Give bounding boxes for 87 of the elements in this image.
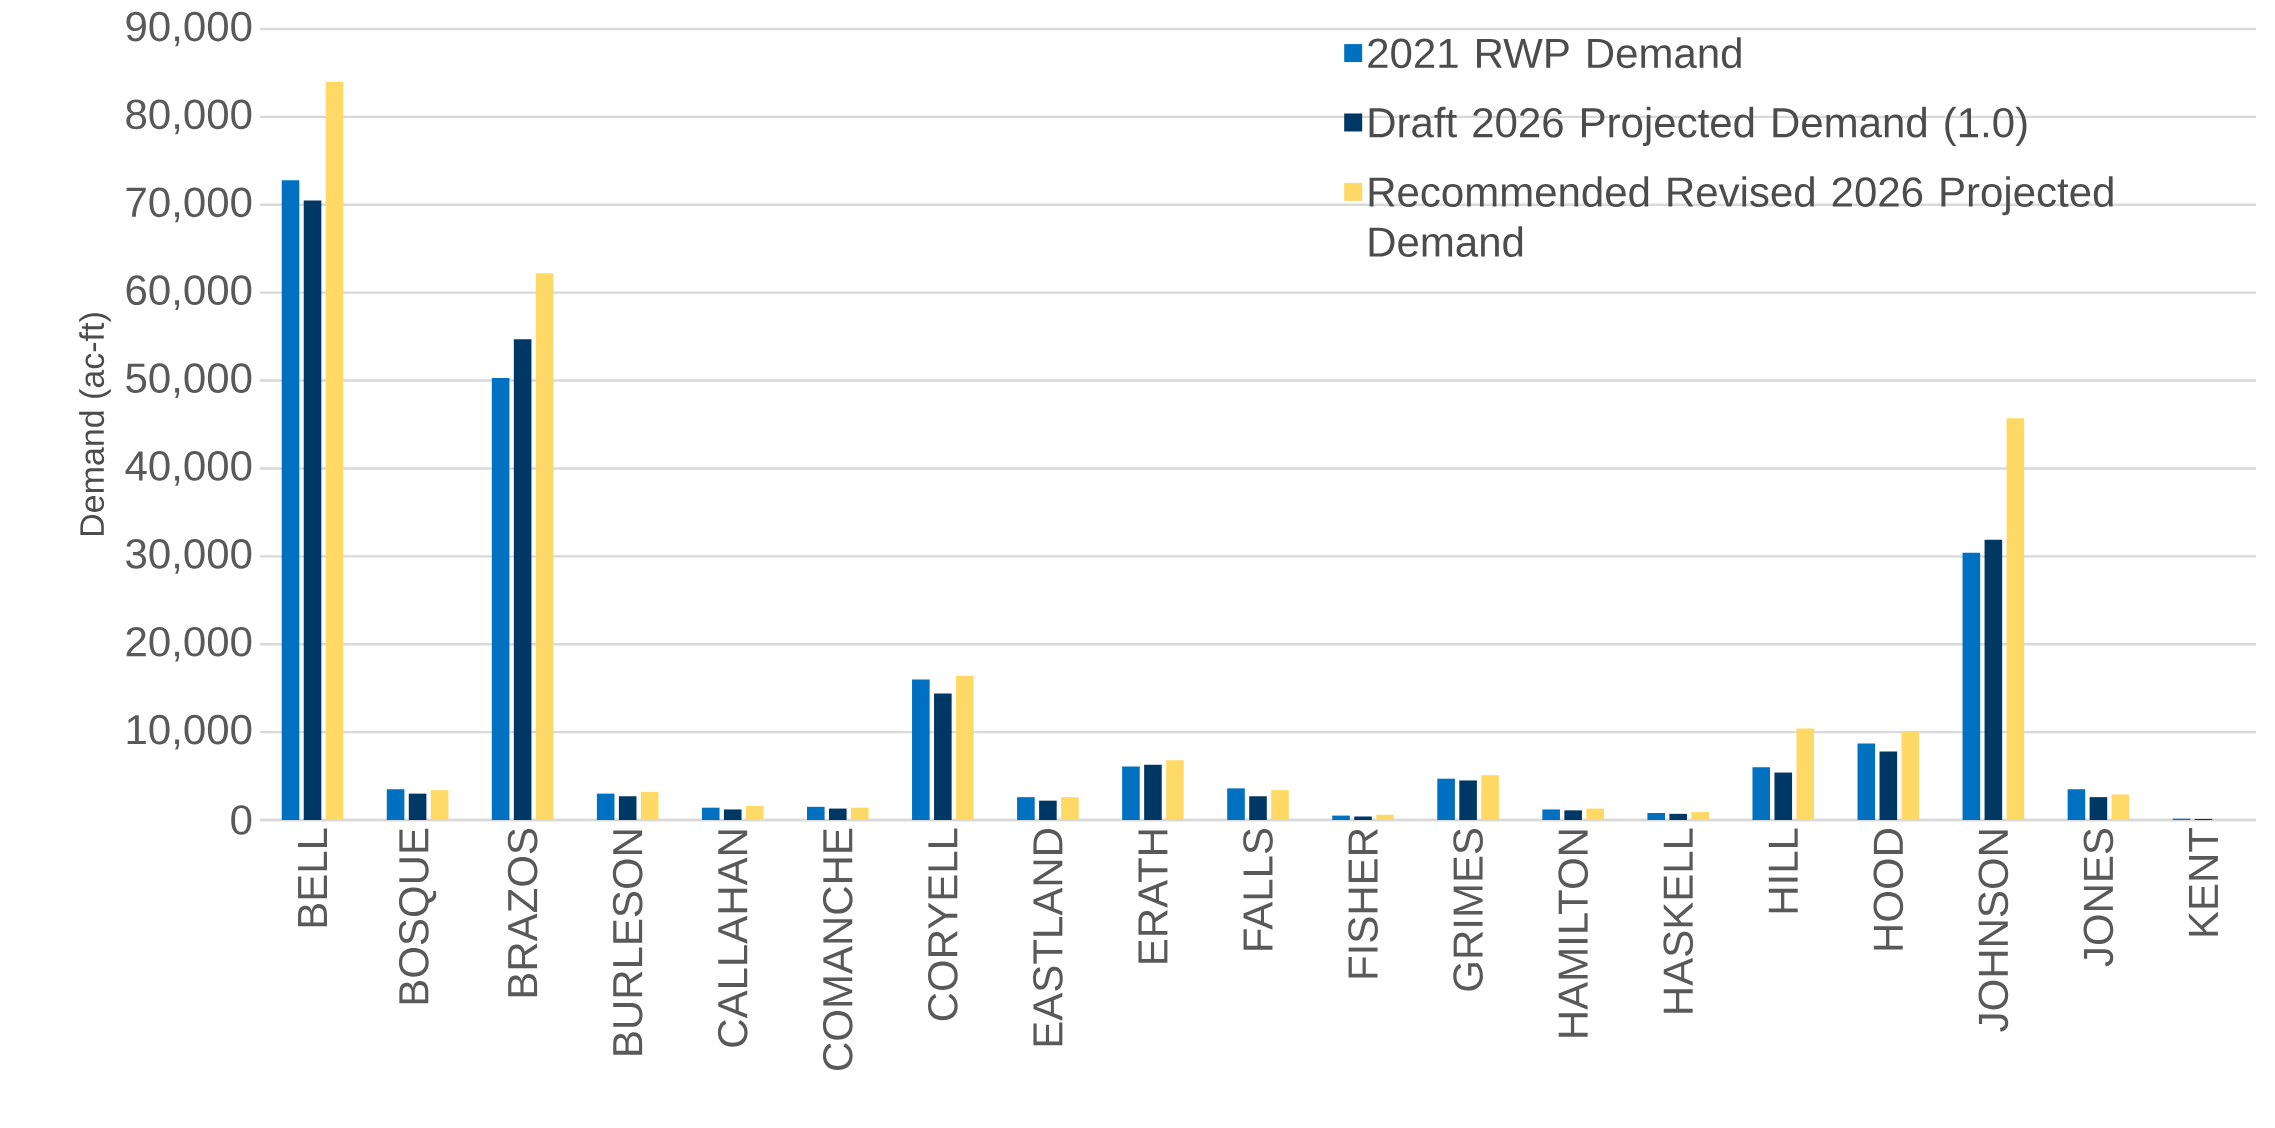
x-tick-label: JOHNSON [1978,830,2009,1032]
legend-label: Recommended Revised 2026 Projected Demand [1369,176,2113,257]
bar [1039,800,1057,820]
y-tick-label: 60,000 [126,275,252,311]
x-tick-label: KENT [2189,828,2218,936]
bar [1542,809,1560,820]
bar [535,273,554,820]
bar [956,675,974,820]
x-tick-label: HILL [1768,828,1798,913]
bar [745,805,764,820]
bar [1901,732,1920,820]
bar [1879,751,1898,820]
x-tick-label: CALLAHAN [717,830,748,1047]
bar [2089,797,2108,820]
bar [1586,808,1604,820]
x-tick-label: FISHER [1348,828,1378,978]
bar [2006,418,2025,820]
bar [701,807,720,820]
bar [1144,764,1162,820]
bar [934,693,952,820]
x-tick-label: CORYELL [927,828,958,1021]
bar [2111,794,2130,820]
bar [806,806,825,820]
x-tick-label: BRAZOS [507,828,538,997]
x-tick-label: BELL [298,828,327,927]
y-tick-label: 0 [231,805,252,835]
y-tick-label: 40,000 [125,451,252,486]
y-tick-label: 10,000 [127,714,252,750]
legend-label: Draft 2026 Projected Demand (1.0) [1369,106,2027,146]
bar [408,793,427,820]
bar [1332,815,1350,820]
bar [1354,816,1372,820]
y-axis-title: Demand (ac-ft) [79,313,111,536]
x-tick-label: COMANCHE [822,828,853,1070]
y-tick-label: 90,000 [126,11,252,47]
bar [430,790,449,820]
x-tick-label: HASKELL [1663,828,1694,1013]
bar [1227,788,1245,820]
bar [2067,789,2086,820]
bar [618,796,637,820]
bar [1437,778,1455,820]
x-tick-label: BOSQUE [398,828,437,1004]
bar [1017,797,1035,820]
bar [386,789,405,820]
bar [850,807,869,820]
bar [1774,772,1793,820]
bar [1249,796,1267,820]
y-tick-label: 80,000 [126,99,252,135]
x-tick-label: HAMILTON [1558,830,1589,1037]
bar [281,180,300,820]
x-tick-label: GRIMES [1453,828,1483,991]
bar [1647,812,1665,820]
bar [1564,810,1582,820]
bar [1122,766,1140,820]
bar [596,793,615,820]
bar [1376,814,1394,820]
bar [1857,743,1876,820]
bar [723,809,742,820]
y-tick-label: 20,000 [126,626,252,662]
bar [491,377,510,820]
x-tick-label: EASTLAND [1033,829,1063,1046]
bar [1669,813,1687,820]
bar [303,200,322,820]
y-tick-label: 70,000 [126,187,252,223]
bar [640,791,659,820]
y-tick-label: 30,000 [126,539,252,574]
x-tick-label: ERATH [1138,830,1168,963]
bar [828,808,847,820]
x-tick-label: FALLS [1243,828,1273,950]
bar [1962,552,1981,820]
bar [912,679,930,820]
y-tick-label: 50,000 [126,363,252,398]
legend-label: 2021 RWP Demand [1368,37,1741,69]
x-tick-label: JONES [2083,828,2114,967]
bar [1481,775,1499,820]
x-tick-label: HOOD [1873,829,1904,950]
bar [1061,797,1079,820]
bar [1459,780,1477,820]
bar [1796,728,1815,820]
x-tick-label: BURLESON [612,830,643,1055]
bar [1752,767,1771,820]
bar [1166,760,1184,820]
bar [325,81,344,820]
bar [1984,539,2003,820]
bar [1271,790,1289,820]
bar [1691,812,1709,820]
bar [513,339,532,820]
